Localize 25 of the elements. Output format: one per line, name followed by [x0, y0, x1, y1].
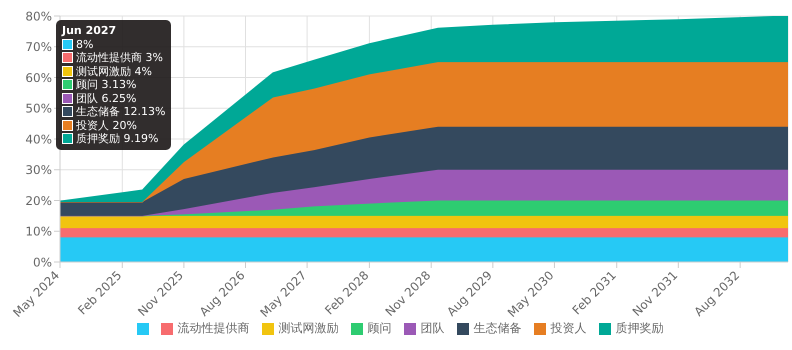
annotation: 顾问 3.13% — [76, 78, 136, 92]
y-tick-label: 0% — [32, 255, 52, 270]
legend-label: 流动性提供商 — [178, 320, 250, 337]
y-tick-label: 10% — [25, 224, 52, 239]
legend-label: 测试网激励 — [278, 320, 338, 337]
legend-label: 顾问 — [368, 320, 392, 337]
annotation: Jun 2027 — [62, 24, 118, 38]
y-tick-label: 50% — [25, 102, 52, 116]
y-tick-label: 70% — [25, 40, 52, 54]
y-tick-label: 30% — [25, 163, 52, 178]
legend-label: 质押奖励 — [616, 320, 664, 337]
legend-label: 团队 — [420, 320, 444, 337]
legend-label: 生态储备 — [474, 320, 522, 337]
annotation: 投资人 20% — [76, 118, 137, 132]
annotation: 8% — [76, 38, 94, 51]
annotation: 质押奖励 9.19% — [76, 132, 158, 146]
legend-label: 投资人 — [550, 320, 586, 337]
annotation: 生态储备 12.13% — [76, 105, 166, 118]
y-tick-label: 60% — [25, 70, 52, 85]
annotation: 团队 6.25% — [76, 92, 136, 105]
annotation: 流动性提供商 3% — [76, 51, 163, 64]
y-tick-label: 40% — [25, 132, 52, 146]
y-tick-label: 80% — [25, 9, 52, 24]
y-tick-label: 20% — [25, 194, 52, 208]
annotation: 测试网激励 4% — [76, 64, 152, 78]
